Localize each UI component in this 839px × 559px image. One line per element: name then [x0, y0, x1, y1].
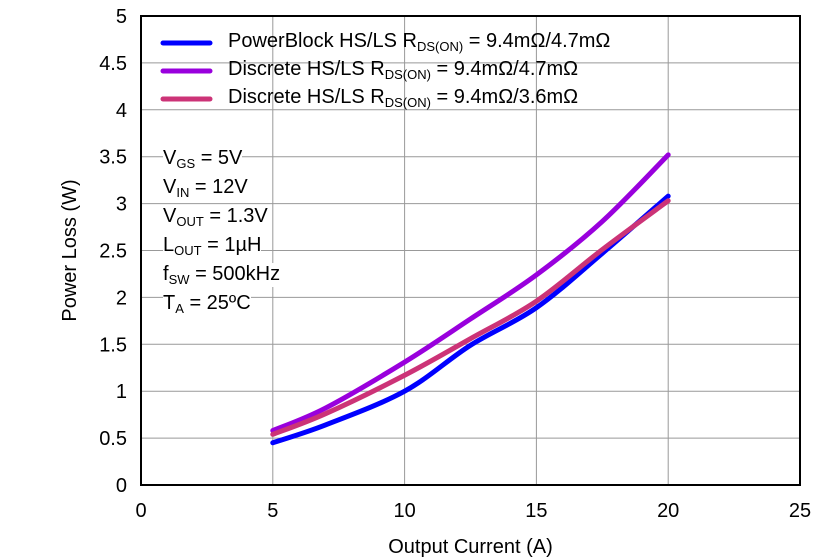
y-tick-label: 4 — [116, 100, 127, 122]
condition-text: TA = 25ºC — [163, 292, 251, 316]
y-tick-label: 0 — [116, 475, 127, 497]
x-tick-label: 0 — [135, 500, 146, 522]
condition-text: VIN = 12V — [163, 176, 248, 200]
x-axis-label: Output Current (A) — [388, 536, 553, 558]
x-tick-label: 15 — [525, 500, 547, 522]
y-tick-label: 4.5 — [99, 53, 127, 75]
y-tick-label: 2 — [116, 287, 127, 309]
plot-frame — [140, 15, 801, 486]
x-tick-label: 25 — [789, 500, 811, 522]
condition-text: fSW = 500kHz — [163, 263, 281, 287]
x-tick-label: 5 — [267, 500, 278, 522]
y-tick-label: 0.5 — [99, 428, 127, 450]
legend-entry: PowerBlock HS/LS RDS(ON) = 9.4mΩ/4.7mΩ — [228, 30, 611, 54]
condition-text: LOUT = 1µH — [163, 234, 262, 258]
legend-entry: Discrete HS/LS RDS(ON) = 9.4mΩ/4.7mΩ — [228, 58, 579, 82]
series-line — [270, 152, 671, 434]
y-tick-label: 1.5 — [99, 334, 127, 356]
y-tick-label: 5 — [116, 6, 127, 28]
y-tick-label: 1 — [116, 381, 127, 403]
y-tick-label: 3 — [116, 194, 127, 216]
condition-text: VGS = 5V — [163, 147, 243, 171]
y-tick-label: 3.5 — [99, 147, 127, 169]
x-tick-label: 10 — [393, 500, 415, 522]
legend-entry: Discrete HS/LS RDS(ON) = 9.4mΩ/3.6mΩ — [228, 86, 579, 110]
condition-text: VOUT = 1.3V — [163, 205, 268, 229]
y-axis-label: Power Loss (W) — [59, 179, 81, 321]
x-tick-label: 20 — [657, 500, 679, 522]
y-tick-label: 2.5 — [99, 241, 127, 263]
